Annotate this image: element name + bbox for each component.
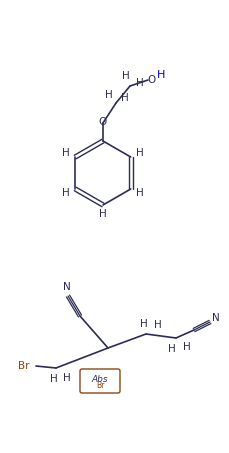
Text: O: O xyxy=(147,75,155,85)
Text: H: H xyxy=(121,93,128,103)
Text: H: H xyxy=(62,148,70,158)
Text: O: O xyxy=(98,117,107,127)
Text: H: H xyxy=(156,70,164,80)
Text: H: H xyxy=(167,344,175,354)
Text: N: N xyxy=(63,282,71,292)
Text: H: H xyxy=(136,78,143,88)
Text: Br: Br xyxy=(95,381,104,390)
Text: H: H xyxy=(182,342,190,352)
Text: H: H xyxy=(62,188,70,198)
Text: H: H xyxy=(105,90,112,100)
Text: Br: Br xyxy=(18,361,30,371)
Text: H: H xyxy=(139,319,147,329)
Text: H: H xyxy=(63,373,71,383)
Text: H: H xyxy=(122,71,129,81)
Text: H: H xyxy=(153,320,161,330)
Text: H: H xyxy=(135,188,143,198)
Text: H: H xyxy=(50,374,58,384)
Text: N: N xyxy=(211,313,219,323)
Text: H: H xyxy=(135,148,143,158)
Text: Abs: Abs xyxy=(91,375,108,384)
Text: H: H xyxy=(99,209,106,219)
FancyBboxPatch shape xyxy=(80,369,120,393)
